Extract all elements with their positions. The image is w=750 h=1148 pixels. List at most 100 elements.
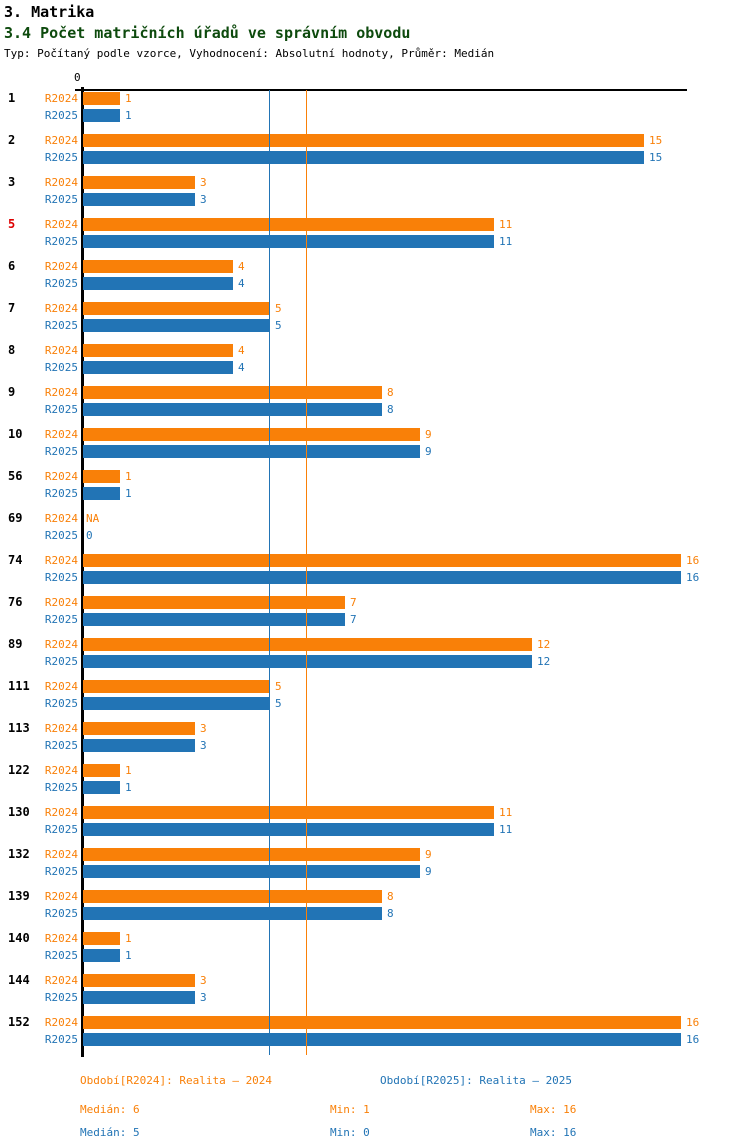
series-label-r2025: R2025 bbox=[44, 445, 78, 458]
category-label: 89 bbox=[8, 637, 23, 651]
value-label-r2025: 5 bbox=[275, 697, 282, 710]
value-label-r2025: 3 bbox=[200, 739, 207, 752]
bar-r2024-130 bbox=[83, 806, 494, 819]
series-label-r2025: R2025 bbox=[44, 655, 78, 668]
stat-median-r2024: Medián: 6 bbox=[80, 1103, 140, 1116]
series-label-r2025: R2025 bbox=[44, 403, 78, 416]
value-label-r2025: 5 bbox=[275, 319, 282, 332]
bar-group-6: 6 R2024 4 R2025 4 bbox=[0, 260, 750, 290]
value-label-r2024: 9 bbox=[425, 428, 432, 441]
value-label-r2025: 1 bbox=[125, 949, 132, 962]
value-label-r2024: 16 bbox=[686, 554, 700, 567]
bar-group-9: 9 R2024 8 R2025 8 bbox=[0, 386, 750, 416]
category-label: 122 bbox=[8, 763, 30, 777]
bar-group-130: 130 R2024 11 R2025 11 bbox=[0, 806, 750, 836]
category-label: 132 bbox=[8, 847, 30, 861]
series-label-r2024: R2024 bbox=[44, 92, 78, 105]
bar-r2024-139 bbox=[83, 890, 382, 903]
bar-r2025-113 bbox=[83, 739, 195, 752]
bar-r2025-139 bbox=[83, 907, 382, 920]
value-label-r2025: 16 bbox=[686, 1033, 700, 1046]
series-label-r2025: R2025 bbox=[44, 949, 78, 962]
bar-r2025-2 bbox=[83, 151, 644, 164]
bar-r2024-56 bbox=[83, 470, 120, 483]
value-label-r2025: 3 bbox=[200, 991, 207, 1004]
bar-r2024-3 bbox=[83, 176, 195, 189]
value-label-r2025: 11 bbox=[499, 823, 513, 836]
bar-group-10: 10 R2024 9 R2025 9 bbox=[0, 428, 750, 458]
bar-r2025-74 bbox=[83, 571, 681, 584]
bar-group-5: 5 R2024 11 R2025 11 bbox=[0, 218, 750, 248]
page-title: 3. Matrika bbox=[4, 3, 95, 21]
bar-r2025-122 bbox=[83, 781, 120, 794]
category-label: 6 bbox=[8, 259, 16, 273]
category-label: 139 bbox=[8, 889, 30, 903]
value-label-r2024: 4 bbox=[238, 260, 245, 273]
bar-r2024-144 bbox=[83, 974, 195, 987]
bar-group-74: 74 R2024 16 R2025 16 bbox=[0, 554, 750, 584]
value-label-r2024: 1 bbox=[125, 92, 132, 105]
bar-group-132: 132 R2024 9 R2025 9 bbox=[0, 848, 750, 878]
category-label: 144 bbox=[8, 973, 30, 987]
bar-group-7: 7 R2024 5 R2025 5 bbox=[0, 302, 750, 332]
value-label-r2025: 9 bbox=[425, 865, 432, 878]
bar-group-144: 144 R2024 3 R2025 3 bbox=[0, 974, 750, 1004]
bar-r2024-74 bbox=[83, 554, 681, 567]
bar-r2024-89 bbox=[83, 638, 532, 651]
category-label: 113 bbox=[8, 721, 30, 735]
category-label: 5 bbox=[8, 217, 16, 231]
stat-median-r2025: Medián: 5 bbox=[80, 1126, 140, 1139]
value-label-r2025: 7 bbox=[350, 613, 357, 626]
y-axis-line bbox=[81, 87, 84, 1057]
series-label-r2024: R2024 bbox=[44, 722, 78, 735]
chart-meta-line: Typ: Počítaný podle vzorce, Vyhodnocení:… bbox=[4, 47, 495, 60]
bar-r2024-6 bbox=[83, 260, 233, 273]
bar-group-1: 1 R2024 1 R2025 1 bbox=[0, 92, 750, 122]
series-label-r2025: R2025 bbox=[44, 991, 78, 1004]
category-label: 2 bbox=[8, 133, 16, 147]
series-label-r2024: R2024 bbox=[44, 1016, 78, 1029]
category-label: 152 bbox=[8, 1015, 30, 1029]
series-label-r2024: R2024 bbox=[44, 764, 78, 777]
bar-r2024-113 bbox=[83, 722, 195, 735]
series-label-r2025: R2025 bbox=[44, 1033, 78, 1046]
median-line-r2025 bbox=[269, 90, 270, 1055]
value-label-r2024: 1 bbox=[125, 932, 132, 945]
bar-r2024-140 bbox=[83, 932, 120, 945]
value-label-r2024: NA bbox=[86, 512, 100, 525]
bar-r2024-9 bbox=[83, 386, 382, 399]
bar-r2025-76 bbox=[83, 613, 345, 626]
value-label-r2025: 3 bbox=[200, 193, 207, 206]
series-label-r2025: R2025 bbox=[44, 151, 78, 164]
bar-r2024-8 bbox=[83, 344, 233, 357]
value-label-r2024: 7 bbox=[350, 596, 357, 609]
bar-r2025-130 bbox=[83, 823, 494, 836]
bar-r2024-152 bbox=[83, 1016, 681, 1029]
stat-max-r2024: Max: 16 bbox=[530, 1103, 577, 1116]
bar-group-139: 139 R2024 8 R2025 8 bbox=[0, 890, 750, 920]
stat-min-r2024: Min: 1 bbox=[330, 1103, 370, 1116]
series-label-r2024: R2024 bbox=[44, 890, 78, 903]
category-label: 9 bbox=[8, 385, 16, 399]
stat-max-r2025: Max: 16 bbox=[530, 1126, 577, 1139]
series-label-r2025: R2025 bbox=[44, 739, 78, 752]
value-label-r2024: 3 bbox=[200, 974, 207, 987]
series-label-r2024: R2024 bbox=[44, 470, 78, 483]
bar-group-56: 56 R2024 1 R2025 1 bbox=[0, 470, 750, 500]
bar-r2025-132 bbox=[83, 865, 420, 878]
bar-r2025-7 bbox=[83, 319, 270, 332]
category-label: 1 bbox=[8, 91, 16, 105]
bar-group-76: 76 R2024 7 R2025 7 bbox=[0, 596, 750, 626]
stat-min-r2025: Min: 0 bbox=[330, 1126, 370, 1139]
page-subtitle: 3.4 Počet matričních úřadů ve správním o… bbox=[4, 24, 411, 42]
median-line-r2024 bbox=[306, 90, 307, 1055]
series-label-r2024: R2024 bbox=[44, 386, 78, 399]
value-label-r2024: 1 bbox=[125, 764, 132, 777]
series-label-r2024: R2024 bbox=[44, 638, 78, 651]
category-label: 69 bbox=[8, 511, 23, 525]
series-label-r2025: R2025 bbox=[44, 613, 78, 626]
bar-r2025-152 bbox=[83, 1033, 681, 1046]
series-label-r2024: R2024 bbox=[44, 848, 78, 861]
series-label-r2024: R2024 bbox=[44, 218, 78, 231]
category-label: 130 bbox=[8, 805, 30, 819]
